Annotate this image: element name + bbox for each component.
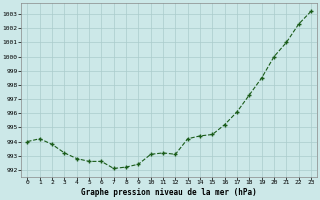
X-axis label: Graphe pression niveau de la mer (hPa): Graphe pression niveau de la mer (hPa) bbox=[81, 188, 257, 197]
